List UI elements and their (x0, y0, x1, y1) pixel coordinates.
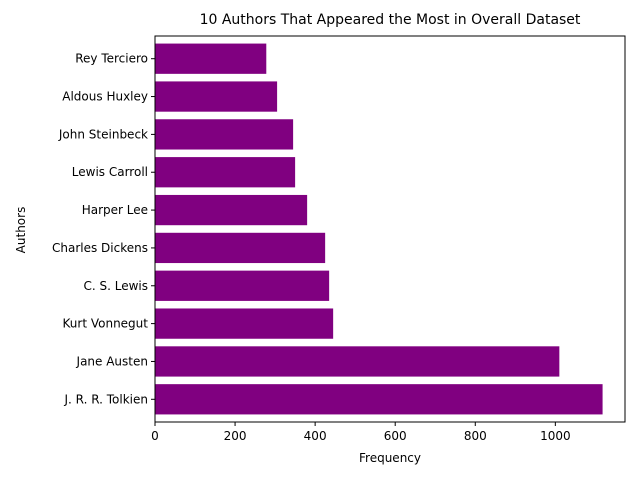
x-axis-label: Frequency (359, 451, 421, 465)
plot-frame (154, 35, 626, 423)
bar (155, 81, 278, 112)
bar (155, 346, 560, 377)
bar (155, 157, 296, 188)
bars-group (155, 43, 603, 415)
bar (155, 194, 308, 226)
y-tick-label: Lewis Carroll (72, 165, 148, 179)
chart-title: 10 Authors That Appeared the Most in Ove… (200, 12, 581, 28)
x-tick-label: 800 (464, 429, 487, 443)
bar (155, 43, 267, 74)
bar (155, 232, 326, 264)
y-tick-label: Aldous Huxley (62, 90, 148, 104)
x-ticks-group: 0 200 400 600 800 1000 (151, 422, 571, 443)
x-tick-label: 1000 (540, 429, 571, 443)
bar (155, 119, 294, 150)
y-ticks-group: J. R. R. Tolkien Jane Austen Kurt Vonnegut… (52, 52, 155, 406)
bar (155, 308, 334, 339)
y-tick-label: Jane Austen (76, 354, 148, 368)
y-tick-label: Kurt Vonnegut (63, 317, 149, 331)
y-tick-label: John Steinbeck (58, 127, 148, 141)
x-tick-label: 600 (384, 429, 407, 443)
y-axis-label: Authors (14, 207, 28, 254)
bar (155, 384, 603, 415)
y-tick-label: C. S. Lewis (83, 279, 148, 293)
x-tick-label: 0 (151, 429, 159, 443)
y-tick-label: Charles Dickens (52, 241, 148, 255)
x-tick-label: 400 (304, 429, 327, 443)
x-tick-label: 200 (224, 429, 247, 443)
y-tick-label: Rey Terciero (75, 52, 148, 66)
bar (155, 270, 330, 301)
y-tick-label: Harper Lee (82, 203, 148, 217)
y-tick-label: J. R. R. Tolkien (64, 392, 148, 406)
